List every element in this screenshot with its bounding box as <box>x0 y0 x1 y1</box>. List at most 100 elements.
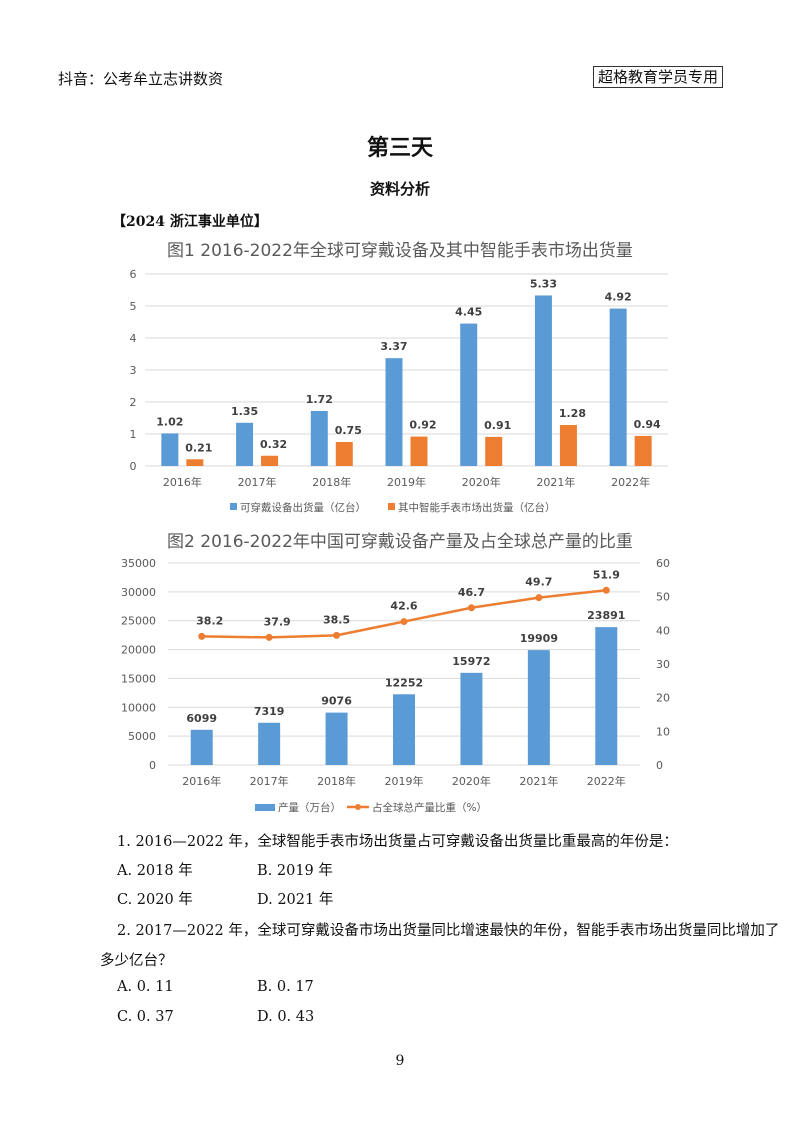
question-2-stem-line1: 2. 2017—2022 年，全球可穿戴设备市场出货量同比增速最快的年份，智能手… <box>117 923 780 939</box>
line-marker <box>400 618 408 626</box>
bar-value-label: 5.33 <box>530 277 557 290</box>
line-value-label: 42.6 <box>390 600 417 613</box>
bar-value-label: 4.45 <box>455 306 482 319</box>
bar <box>634 435 652 466</box>
bar-value-label: 1.72 <box>306 393 333 406</box>
y-tick-label: 2 <box>130 396 137 409</box>
line-series <box>201 589 607 639</box>
line-marker <box>535 594 543 602</box>
legend-marker <box>355 804 361 810</box>
x-tick-label: 2022年 <box>611 475 650 489</box>
bar <box>393 694 415 765</box>
bar <box>460 672 483 765</box>
y-left-tick-label: 25000 <box>121 615 156 628</box>
y-tick-label: 5 <box>130 300 137 313</box>
bar-value-label: 6099 <box>186 712 217 725</box>
q2-option-b: B. 0. 17 <box>257 979 314 995</box>
bar <box>595 627 618 765</box>
section-subtitle: 资料分析 <box>369 180 430 198</box>
y-right-tick-label: 10 <box>656 725 670 738</box>
bar <box>186 459 204 466</box>
y-left-tick-label: 10000 <box>121 701 156 714</box>
y-left-tick-label: 0 <box>149 759 156 772</box>
legend-swatch <box>388 503 395 510</box>
q2-option-d: D. 0. 43 <box>257 1009 315 1025</box>
line-value-label: 37.9 <box>264 615 291 628</box>
bar <box>236 422 254 466</box>
x-tick-label: 2022年 <box>587 774 626 788</box>
bar <box>609 308 627 466</box>
y-tick-label: 1 <box>130 428 137 441</box>
bar <box>190 729 213 765</box>
x-tick-label: 2021年 <box>519 774 558 788</box>
q1-option-a: A. 2018 年 <box>117 863 193 879</box>
legend-label: 其中智能手表市场出货量（亿台） <box>398 501 556 514</box>
y-tick-label: 3 <box>130 364 137 377</box>
line-marker <box>333 631 341 639</box>
y-right-tick-label: 20 <box>656 692 670 705</box>
bar-value-label: 1.02 <box>156 415 183 428</box>
legend-swatch <box>230 503 237 510</box>
q1-option-c: C. 2020 年 <box>117 892 193 908</box>
line-marker <box>198 632 206 640</box>
bar-value-label: 0.92 <box>409 419 436 432</box>
y-tick-label: 6 <box>130 268 137 281</box>
legend-label: 占全球总产量比重（%） <box>372 801 487 814</box>
y-right-tick-label: 30 <box>656 658 670 671</box>
y-right-tick-label: 60 <box>656 557 670 570</box>
page-number: 9 <box>395 1053 405 1069</box>
y-tick-label: 4 <box>130 332 137 345</box>
line-marker <box>265 633 273 641</box>
bar-value-label: 0.32 <box>260 438 287 451</box>
q1-option-d: D. 2021 年 <box>257 892 334 908</box>
bar-value-label: 1.28 <box>559 407 586 420</box>
bar <box>325 712 348 765</box>
y-left-tick-label: 5000 <box>128 730 156 743</box>
y-left-tick-label: 30000 <box>121 586 156 599</box>
x-tick-label: 2019年 <box>387 475 426 489</box>
bar <box>527 650 550 765</box>
x-tick-label: 2018年 <box>317 774 356 788</box>
bar <box>335 442 353 466</box>
bar-value-label: 4.92 <box>605 291 632 304</box>
legend-swatch <box>255 804 275 811</box>
bar <box>485 436 503 466</box>
x-tick-label: 2017年 <box>238 475 277 489</box>
bar-value-label: 3.37 <box>380 340 407 353</box>
x-tick-label: 2016年 <box>163 475 202 489</box>
bar <box>310 410 328 466</box>
bar-value-label: 1.35 <box>231 405 258 418</box>
chart2-title: 图2 2016-2022年中国可穿戴设备产量及占全球总产量的比重 <box>167 532 633 552</box>
bar <box>559 425 577 466</box>
bar-value-label: 9076 <box>321 695 352 708</box>
line-marker <box>602 586 610 594</box>
x-tick-label: 2020年 <box>452 774 491 788</box>
bar-value-label: 19909 <box>520 632 558 645</box>
chart1-title: 图1 2016-2022年全球可穿戴设备及其中智能手表市场出货量 <box>167 241 633 261</box>
y-left-tick-label: 15000 <box>121 672 156 685</box>
bar-value-label: 15972 <box>452 655 490 668</box>
bar <box>385 358 403 466</box>
x-tick-label: 2021年 <box>536 475 575 489</box>
y-right-tick-label: 50 <box>656 591 670 604</box>
q1-option-b: B. 2019 年 <box>257 863 333 879</box>
line-value-label: 38.2 <box>196 614 223 627</box>
bar-value-label: 0.75 <box>335 424 362 437</box>
y-tick-label: 0 <box>130 460 137 473</box>
bar <box>410 436 428 466</box>
bar <box>534 295 552 466</box>
bar-value-label: 0.94 <box>634 418 661 431</box>
bar-value-label: 0.21 <box>185 441 212 454</box>
page-title: 第三天 <box>366 135 433 161</box>
bar <box>258 722 281 765</box>
q2-option-a: A. 0. 11 <box>117 979 174 995</box>
bar-value-label: 7319 <box>254 705 285 718</box>
y-left-tick-label: 35000 <box>121 557 156 570</box>
question-1-stem: 1. 2016—2022 年，全球智能手表市场出货量占可穿戴设备出货量比重最高的… <box>117 834 678 850</box>
q2-option-c: C. 0. 37 <box>117 1009 174 1025</box>
line-value-label: 49.7 <box>525 576 552 589</box>
x-tick-label: 2019年 <box>385 774 424 788</box>
y-left-tick-label: 20000 <box>121 644 156 657</box>
question-2-stem-line2: 多少亿台？ <box>100 953 173 969</box>
